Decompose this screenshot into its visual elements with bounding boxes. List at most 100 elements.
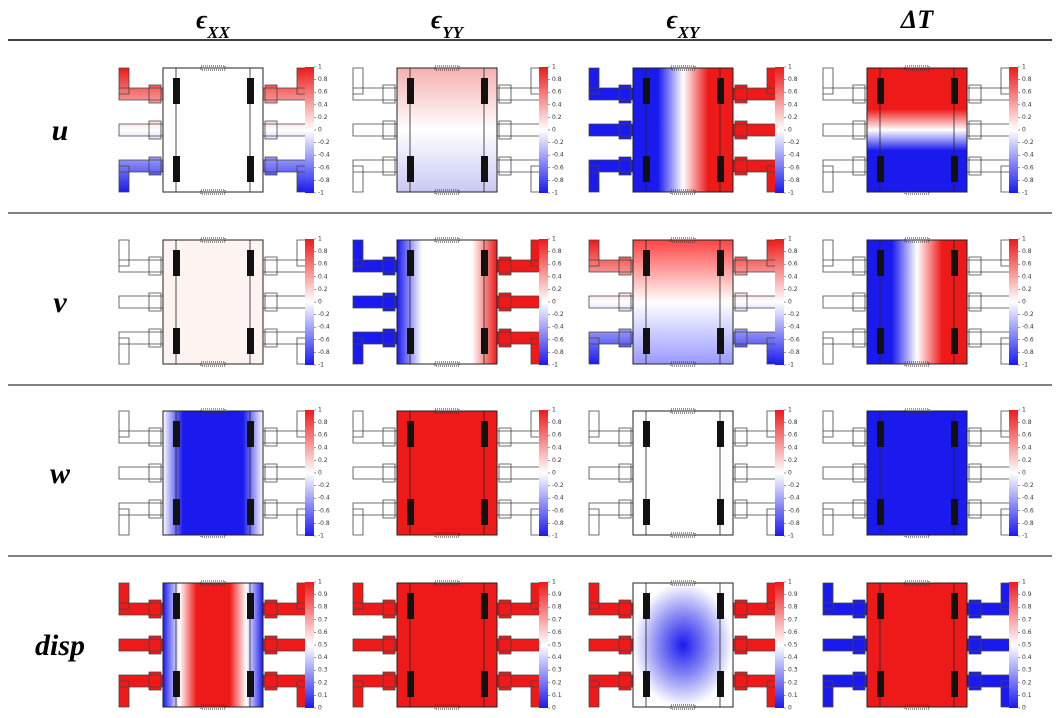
comb — [670, 237, 696, 243]
colorbar-tick-label: -0.6 — [552, 164, 564, 171]
colorbar-tick-label: 0.1 — [552, 692, 562, 699]
colorbar-tick-label: 0 — [318, 299, 322, 306]
colorbar-tick-label: 0 — [1022, 299, 1026, 306]
comb — [670, 408, 696, 414]
colorbar-tick-label: 0.8 — [552, 604, 562, 611]
colorbar-tick-label: 0.6 — [1022, 432, 1032, 439]
colorbar-tick-label: -0.4 — [788, 324, 800, 331]
simulation-panel: 1 0.8 0.6 0.4 0.2 0 -0.2 -0.4 -0.6 -0.8 -1 — [822, 407, 1034, 540]
colorbar-tick-label: 0.4 — [318, 444, 328, 451]
electrode-pads — [352, 582, 398, 708]
colorbar-tick-label: 0.8 — [1022, 604, 1032, 611]
colorbar-tick-label: -1 — [1022, 190, 1028, 197]
colorbar-tick-label: -0.4 — [552, 152, 564, 159]
electrode — [173, 78, 180, 104]
colorbar-tick-label: -0.6 — [1022, 164, 1034, 171]
comb — [670, 189, 696, 195]
colorbar-tick-label: -0.4 — [318, 152, 330, 159]
electrode — [877, 250, 884, 276]
comb — [200, 532, 226, 538]
colorbar-tick-label: 0.6 — [1022, 261, 1032, 268]
colorbar-tick-label: 0 — [788, 299, 792, 306]
electrode — [247, 593, 254, 619]
colorbar-tick-label: -1 — [788, 533, 794, 540]
colorbar-tick-label: 0.5 — [318, 642, 328, 649]
colorbar-tick-label: -1 — [318, 533, 324, 540]
colorbar-tick-label: 0.9 — [318, 591, 328, 598]
colorbar-tick-label: 0.4 — [1022, 101, 1032, 108]
electrode — [643, 78, 650, 104]
electrode — [173, 671, 180, 697]
colorbar — [1009, 67, 1018, 193]
colorbar-tick-label: 1 — [788, 407, 792, 414]
colorbar — [539, 410, 548, 536]
colorbar — [1009, 410, 1018, 536]
colorbar-tick-label: -0.4 — [552, 324, 564, 331]
electrode-pads — [118, 410, 164, 536]
electrode — [951, 328, 958, 354]
simulation-panel: 1 0.8 0.6 0.4 0.2 0 -0.2 -0.4 -0.6 -0.8 -1 — [352, 236, 564, 369]
colorbar-tick-label: 0.8 — [1022, 248, 1032, 255]
colorbar-tick-label: 0 — [1022, 127, 1026, 134]
colorbar — [539, 239, 548, 365]
simulation-panel: 1 0.8 0.6 0.4 0.2 0 -0.2 -0.4 -0.6 -0.8 -1 — [352, 407, 564, 540]
electrode — [481, 250, 488, 276]
electrode-pads — [732, 582, 778, 708]
colorbar-tick-label: 0.8 — [552, 419, 562, 426]
electrode — [717, 671, 724, 697]
comb — [200, 65, 226, 71]
colorbar-tick-label: 0.4 — [1022, 654, 1032, 661]
colorbar-tick-label: 0.6 — [788, 261, 798, 268]
electrode-pads — [732, 410, 778, 536]
comb — [434, 65, 460, 71]
comb — [904, 65, 930, 71]
electrode — [951, 499, 958, 525]
row-label: u — [52, 114, 69, 147]
column-header: ϵXY — [667, 5, 702, 42]
colorbar-tick-label: 0.8 — [1022, 419, 1032, 426]
electrode-pads — [496, 582, 542, 708]
header-symbol: ϵ — [196, 5, 208, 34]
colorbar-tick-label: 1 — [552, 407, 556, 414]
colorbar-tick-label: 0 — [552, 299, 556, 306]
electrode — [173, 593, 180, 619]
comb — [670, 580, 696, 586]
colorbar-tick-label: 0.6 — [552, 89, 562, 96]
electrode — [481, 499, 488, 525]
colorbar-tick-label: 0.1 — [1022, 692, 1032, 699]
electrode — [481, 593, 488, 619]
colorbar-tick-label: 0.2 — [788, 114, 798, 121]
electrode — [951, 593, 958, 619]
electrode-pads — [118, 67, 164, 193]
row-label: v — [53, 286, 67, 319]
colorbar-tick-label: 0.7 — [1022, 616, 1032, 623]
colorbar-tick-label: -0.8 — [318, 177, 330, 184]
electrode — [481, 78, 488, 104]
comb — [670, 361, 696, 367]
colorbar-tick-label: 0.2 — [552, 114, 562, 121]
colorbar-tick-label: 0 — [788, 127, 792, 134]
electrode-pads — [352, 410, 398, 536]
electrode — [407, 421, 414, 447]
comb — [434, 237, 460, 243]
colorbar-tick-label: -0.8 — [318, 520, 330, 527]
colorbar-tick-label: 0 — [318, 705, 322, 712]
electrode-pads — [822, 239, 868, 365]
electrode — [173, 499, 180, 525]
electrode — [643, 156, 650, 182]
electrode — [407, 78, 414, 104]
header-symbol: ϵ — [431, 5, 443, 34]
colorbar-tick-label: -0.8 — [552, 520, 564, 527]
comb — [434, 408, 460, 414]
colorbar-tick-label: 0.2 — [552, 457, 562, 464]
simulation-panel: 1 0.8 0.6 0.4 0.2 0 -0.2 -0.4 -0.6 -0.8 -1 — [588, 407, 800, 540]
electrode — [643, 671, 650, 697]
electrode — [173, 421, 180, 447]
colorbar-tick-label: -0.6 — [318, 507, 330, 514]
colorbar — [305, 582, 314, 708]
colorbar-tick-label: 0.7 — [318, 616, 328, 623]
colorbar-tick-label: 0.4 — [552, 654, 562, 661]
electrode — [951, 156, 958, 182]
simulation-panel: 1 0.8 0.6 0.4 0.2 0 -0.2 -0.4 -0.6 -0.8 -1 — [118, 407, 330, 540]
colorbar-tick-label: -0.4 — [1022, 152, 1034, 159]
